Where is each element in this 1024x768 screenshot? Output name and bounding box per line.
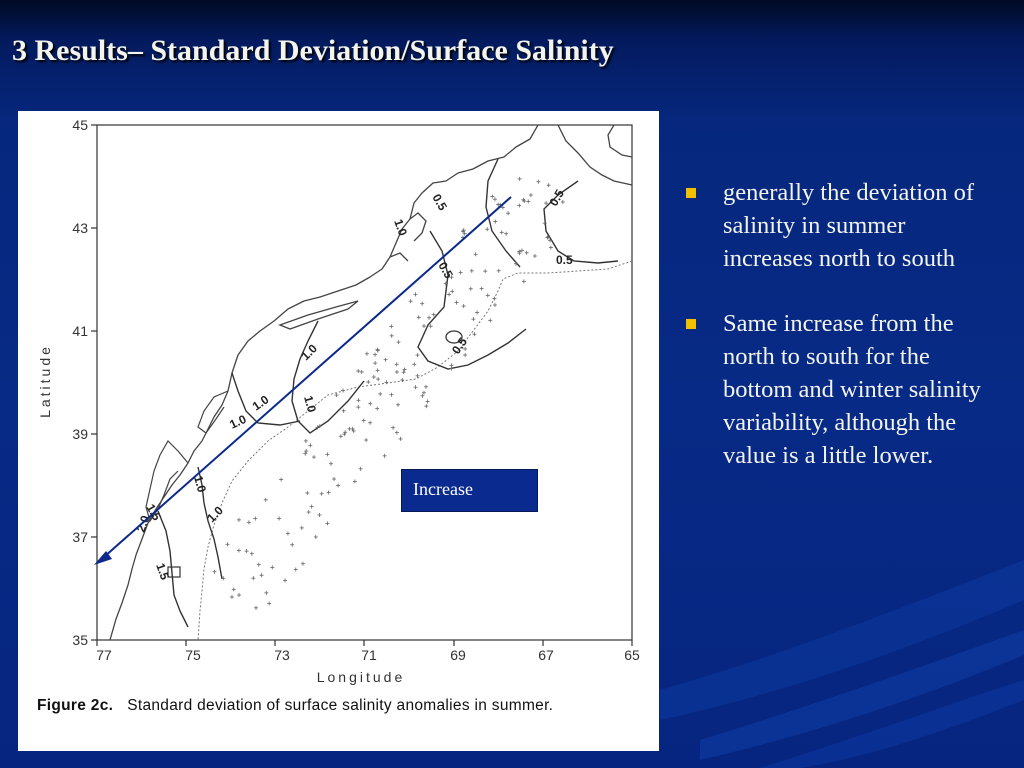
figure-panel: 45 43 41 39 37 35 77 75 73 71 69 67 65 L… (18, 111, 659, 751)
contour-label-0.5-d: 0.5 (435, 260, 456, 282)
contour-label-1.0-e: 1.0 (227, 412, 248, 432)
bullet-square-icon (686, 188, 696, 198)
nova-scotia (557, 124, 633, 186)
delaware-bay (197, 390, 229, 434)
x-tick-77: 77 (96, 647, 112, 663)
contour-label-0.5-e: 0.5 (449, 335, 470, 357)
shelf-break (197, 260, 633, 641)
caption-text: Standard deviation of surface salinity a… (127, 697, 554, 714)
x-tick-71: 71 (361, 647, 377, 663)
bullet-text-1: generally the deviation of salinity in s… (723, 179, 975, 272)
increase-label-box: Increase (401, 469, 538, 512)
slide-title: 3 Results– Standard Deviation/Surface Sa… (12, 34, 614, 67)
station-markers (212, 176, 565, 610)
contour-label-1.0-b: 1.0 (298, 341, 320, 363)
chesapeake-bay (145, 440, 189, 523)
y-tick-39: 39 (72, 426, 88, 442)
contour-label-1.0-a: 1.0 (391, 217, 410, 238)
contour-label-1.0-c: 1.0 (301, 394, 319, 414)
caption-label: Figure 2c. (37, 697, 114, 714)
x-axis-label: Longitude (317, 669, 406, 685)
figure-caption: Figure 2c. Standard deviation of surface … (37, 696, 652, 716)
contour-label-1.5-b: 1.5 (153, 561, 172, 582)
x-ticks (96, 640, 633, 646)
cape-cod (389, 212, 427, 262)
bullet-item-2: Same increase from the north to south fo… (686, 307, 986, 472)
contour-label-1.0-d: 1.0 (250, 392, 272, 413)
increase-label: Increase (413, 479, 473, 499)
contour-label-0.5-c: 0.5 (556, 253, 573, 267)
contour-labels: 0.5 0.5 0.5 0.5 0.5 1.0 1.0 1.0 1.0 1.0 … (134, 187, 573, 582)
bullet-item-1: generally the deviation of salinity in s… (686, 176, 986, 275)
small-box-contour (167, 566, 181, 578)
contour-label-0.5-a: 0.5 (429, 192, 450, 214)
bullet-square-icon (686, 319, 696, 329)
increase-arrow (94, 196, 512, 565)
long-island (278, 300, 359, 330)
x-tick-75: 75 (185, 647, 201, 663)
x-tick-67: 67 (538, 647, 554, 663)
coastline (109, 124, 539, 641)
y-tick-43: 43 (72, 220, 88, 236)
small-contour (445, 330, 463, 344)
x-tick-73: 73 (274, 647, 290, 663)
bullet-list: generally the deviation of salinity in s… (686, 176, 986, 504)
salinity-map: 45 43 41 39 37 35 77 75 73 71 69 67 65 L… (37, 117, 640, 685)
contour-lines (157, 158, 619, 628)
contour-label-1.0-f: 1.0 (191, 474, 209, 494)
y-tick-37: 37 (72, 529, 88, 545)
y-axis-label: Latitude (37, 344, 53, 418)
y-tick-35: 35 (72, 632, 88, 648)
bullet-text-2: Same increase from the north to south fo… (723, 310, 981, 469)
y-ticks (91, 124, 97, 641)
y-tick-45: 45 (72, 117, 88, 133)
x-tick-69: 69 (450, 647, 466, 663)
x-tick-65: 65 (624, 647, 640, 663)
y-tick-41: 41 (72, 323, 88, 339)
contour-label-1.0-g: 1.0 (204, 503, 226, 525)
